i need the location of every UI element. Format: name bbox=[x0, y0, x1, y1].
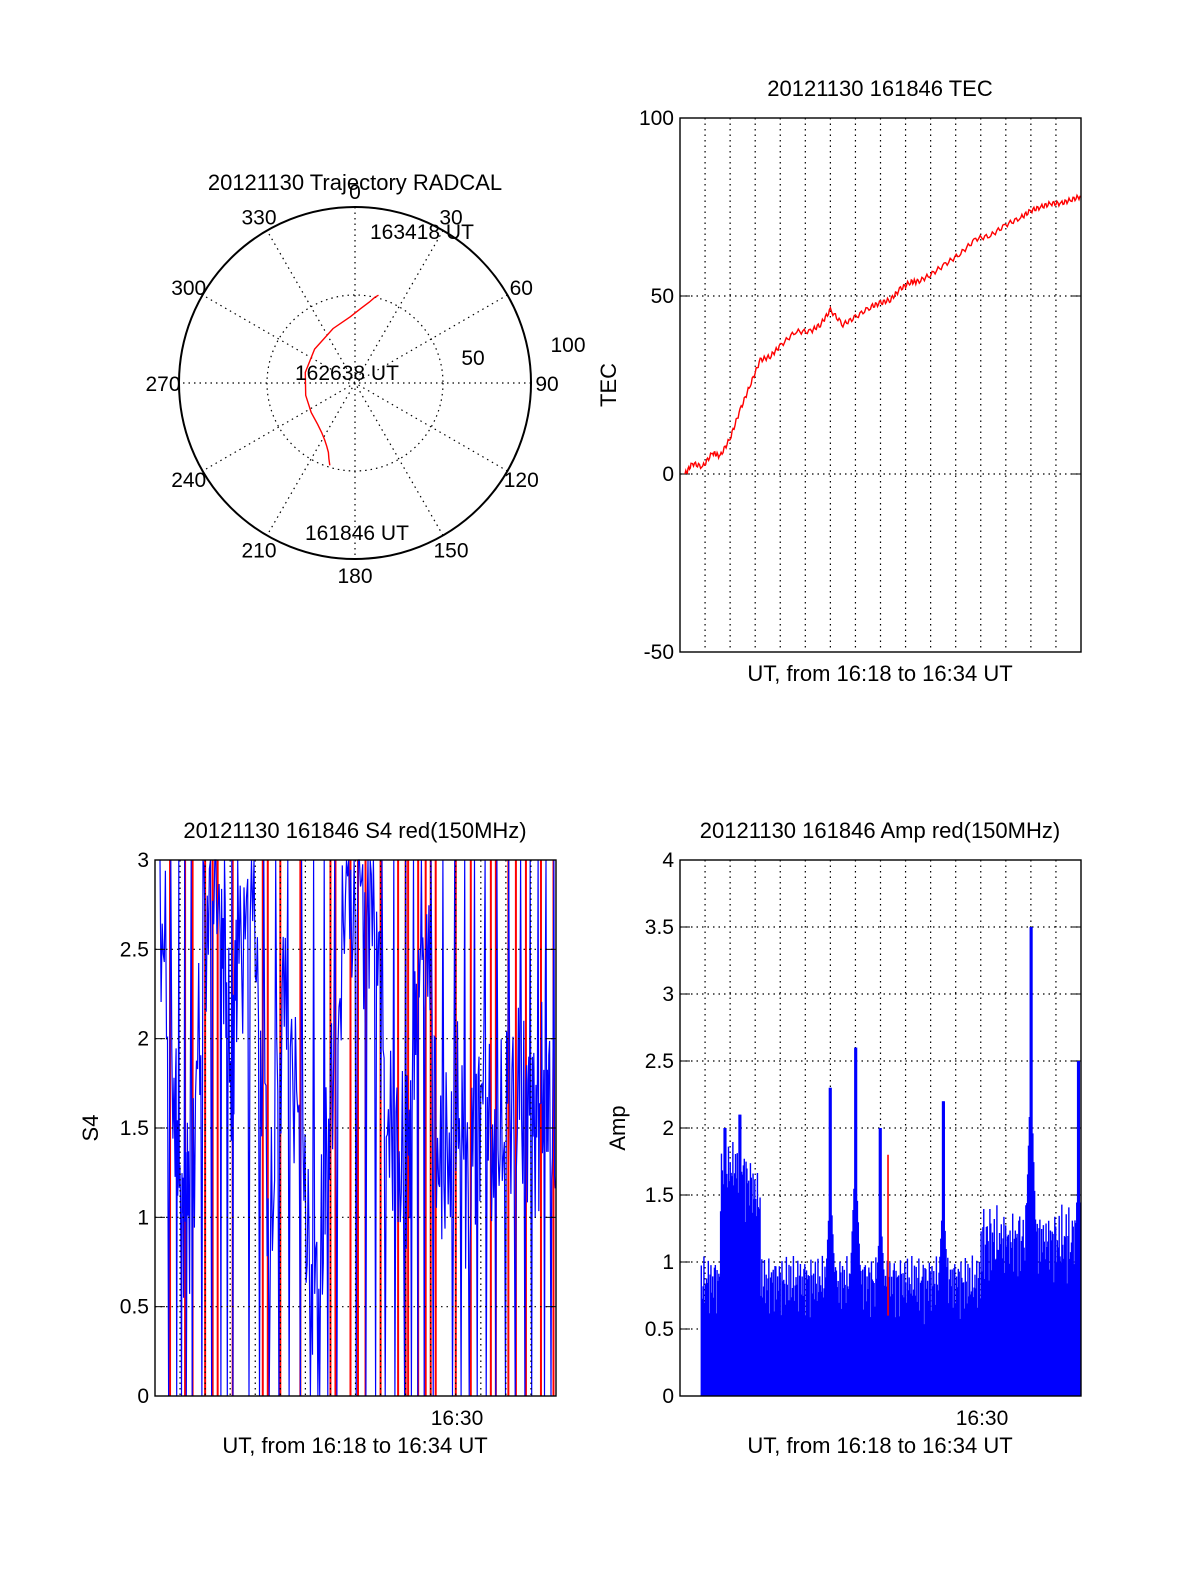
polar-angle-label: 30 bbox=[439, 207, 462, 230]
amp-y-axis-label: Amp bbox=[605, 1105, 630, 1150]
polar-grid bbox=[179, 207, 531, 559]
s4-x-axis-label: UT, from 16:18 to 16:34 UT bbox=[222, 1433, 487, 1458]
tec-y-tick-label: -50 bbox=[644, 641, 674, 664]
tec-y-tick-labels: -50 0 50 100 bbox=[639, 107, 674, 664]
polar-annotation-start: 161846 UT bbox=[305, 522, 409, 545]
tec-grid bbox=[680, 117, 1081, 653]
amp-y-tick-label: 3.5 bbox=[645, 916, 674, 939]
s4-blue-series-line bbox=[159, 859, 556, 1397]
polar-angle-labels: 0 30 60 90 120 150 180 210 240 270 300 330 bbox=[145, 181, 558, 588]
amp-y-tick-label: 1.5 bbox=[645, 1184, 674, 1207]
s4-y-axis-label: S4 bbox=[78, 1115, 103, 1142]
tec-y-tick-label: 0 bbox=[662, 463, 674, 486]
polar-angle-label: 210 bbox=[241, 539, 276, 562]
s4-y-tick-label: 2.5 bbox=[120, 938, 149, 961]
tec-y-tick-label: 50 bbox=[651, 285, 674, 308]
tec-y-tick-label: 100 bbox=[639, 107, 674, 130]
polar-angle-label: 90 bbox=[535, 373, 558, 396]
polar-panel: 20121130 Trajectory RADCAL 0 30 60 90 120 150… bbox=[145, 170, 585, 588]
tec-panel: 20121130 161846 TEC -50 0 50 100 TEC UT, fr… bbox=[596, 76, 1082, 686]
amp-y-tick-label: 3 bbox=[662, 983, 674, 1006]
tec-x-axis-label: UT, from 16:18 to 16:34 UT bbox=[747, 661, 1012, 686]
amp-y-tick-label: 2.5 bbox=[645, 1050, 674, 1073]
polar-title: 20121130 Trajectory RADCAL bbox=[208, 170, 502, 195]
polar-angle-label: 120 bbox=[504, 469, 539, 492]
s4-y-tick-label: 0 bbox=[137, 1385, 149, 1408]
polar-angle-label: 240 bbox=[171, 469, 206, 492]
amp-title: 20121130 161846 Amp red(150MHz) bbox=[700, 818, 1060, 843]
polar-angle-label: 330 bbox=[241, 207, 276, 230]
s4-grid bbox=[155, 859, 556, 1397]
amp-y-tick-label: 0 bbox=[662, 1385, 674, 1408]
polar-radius-label-50: 50 bbox=[461, 347, 484, 370]
polar-trajectory-line bbox=[304, 294, 379, 466]
amp-y-tick-labels: 0 0.5 1 1.5 2 2.5 3 3.5 4 bbox=[645, 849, 675, 1408]
s4-frame bbox=[154, 859, 557, 1397]
s4-y-tick-label: 2 bbox=[137, 1028, 149, 1051]
amp-x-axis-label: UT, from 16:18 to 16:34 UT bbox=[747, 1433, 1012, 1458]
polar-angle-label: 270 bbox=[145, 373, 180, 396]
s4-y-tick-labels: 0 0.5 1 1.5 2 2.5 3 bbox=[120, 849, 149, 1408]
polar-grid-spoke-150 bbox=[266, 230, 444, 536]
s4-y-tick-label: 1 bbox=[137, 1206, 149, 1229]
polar-angle-label: 0 bbox=[349, 181, 361, 204]
s4-title: 20121130 161846 S4 red(150MHz) bbox=[183, 818, 526, 843]
amp-y-tick-label: 2 bbox=[662, 1117, 674, 1140]
amp-y-tick-label: 4 bbox=[662, 849, 674, 872]
polar-outer-ring bbox=[178, 206, 532, 560]
amp-x-tick-label: 16:30 bbox=[956, 1407, 1009, 1430]
s4-y-tick-label: 1.5 bbox=[120, 1117, 149, 1140]
tec-series-line bbox=[684, 193, 1081, 475]
s4-panel: 20121130 161846 S4 red(150MHz) 0 0.5 1 1.5 2… bbox=[78, 818, 557, 1458]
amp-y-tick-label: 0.5 bbox=[645, 1318, 674, 1341]
tec-title: 20121130 161846 TEC bbox=[767, 76, 993, 101]
amp-frame bbox=[679, 859, 1082, 1397]
amp-panel: 20121130 161846 Amp red(150MHz) 0 0.5 1 1.5… bbox=[605, 818, 1082, 1458]
s4-y-tick-label: 3 bbox=[137, 849, 149, 872]
amp-y-tick-label: 1 bbox=[662, 1251, 674, 1274]
tec-frame bbox=[679, 117, 1082, 653]
tec-y-axis-label: TEC bbox=[596, 363, 621, 407]
polar-angle-label: 150 bbox=[433, 539, 468, 562]
polar-angle-label: 180 bbox=[337, 565, 372, 588]
s4-y-tick-label: 0.5 bbox=[120, 1296, 149, 1319]
polar-annotation-end: 163418 UT bbox=[370, 221, 474, 244]
polar-angle-label: 300 bbox=[171, 277, 206, 300]
amp-series-bars bbox=[700, 927, 1081, 1396]
polar-annotation-mid: 162638 UT bbox=[295, 362, 399, 385]
s4-x-tick-label: 16:30 bbox=[431, 1407, 484, 1430]
polar-angle-label: 60 bbox=[510, 277, 533, 300]
polar-radius-label-100: 100 bbox=[550, 334, 585, 357]
